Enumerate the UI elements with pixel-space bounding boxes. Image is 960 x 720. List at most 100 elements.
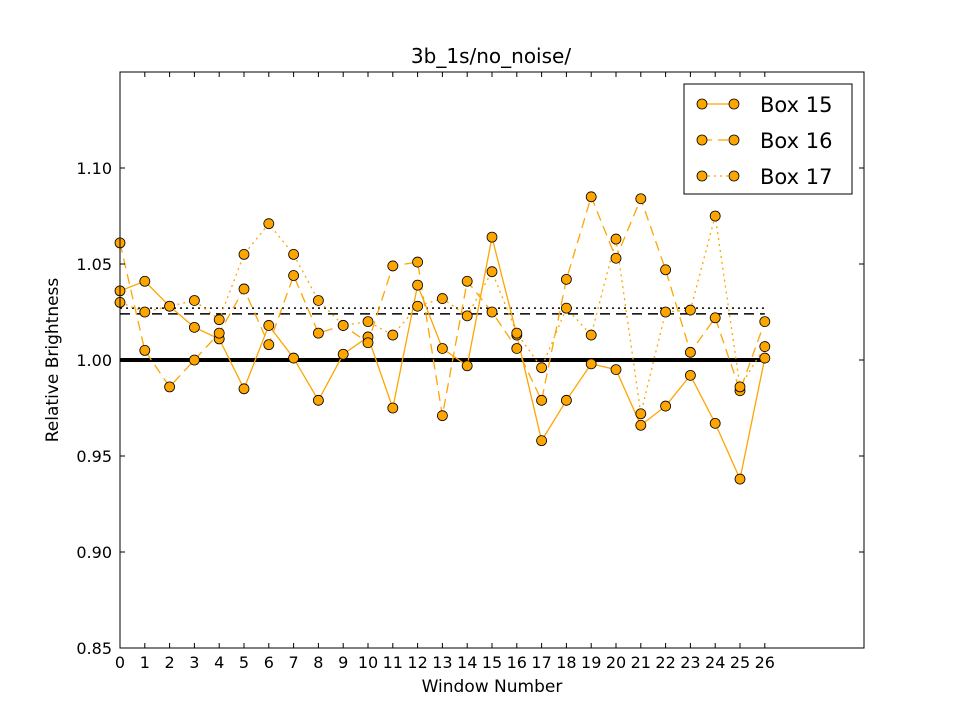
legend-marker [728,98,740,110]
data-point [362,337,374,349]
y-axis-label: Relative Brightness [43,278,63,443]
data-point [536,394,547,406]
x-tick-label: 24 [705,653,725,672]
data-point [685,304,696,316]
data-point [387,402,399,414]
data-point [337,320,349,331]
x-tick-label: 26 [755,653,775,672]
data-point [709,210,721,222]
data-point [362,316,374,328]
data-point [412,256,424,268]
y-tick-label: 1.05 [76,255,112,274]
data-point [585,329,597,341]
legend-marker [696,98,708,110]
x-tick-label: 5 [239,653,249,672]
x-axis-label: Window Number [422,677,563,697]
y-tick-label: 1.10 [76,159,112,178]
data-point [685,346,696,358]
data-point [660,264,671,276]
data-point [486,266,498,278]
data-point [461,275,473,287]
data-point [436,293,448,304]
data-point [635,419,647,431]
data-point [561,273,572,285]
data-point [213,327,225,339]
data-point [312,327,324,339]
legend-marker [696,134,708,146]
data-point [486,306,498,318]
legend-marker [728,134,740,146]
x-tick-label: 3 [189,653,199,672]
data-point [759,352,771,364]
legend-label: Box 17 [760,165,832,189]
data-point [288,352,300,364]
data-point [164,381,176,393]
data-point [709,417,721,429]
data-point [263,218,275,230]
x-tick-label: 8 [313,653,323,672]
data-point [139,275,151,287]
data-point [188,295,200,306]
data-point [412,300,424,312]
data-point [511,327,523,339]
x-tick-label: 17 [531,653,551,672]
x-axis-ticks: 0 1 2 3 4 5 6 7 8 9 10 11 12 13 14 15 16 17 18 19 20 21 22 23 24… [115,72,775,672]
data-point [759,316,771,328]
data-point [660,306,671,318]
data-point [561,394,572,406]
data-point [312,295,324,306]
data-point [660,400,671,412]
x-tick-label: 11 [383,653,403,672]
y-tick-label: 1.00 [76,351,112,370]
data-point [263,339,275,351]
data-point [139,344,151,356]
data-point [312,394,324,406]
x-tick-label: 9 [338,653,348,672]
x-tick-label: 0 [115,653,125,672]
data-point [734,381,746,393]
data-point [610,233,622,245]
data-point [685,369,696,381]
data-point [188,354,200,366]
legend-marker [728,170,740,182]
data-point [561,302,572,314]
data-point [139,306,151,318]
chart-title: 3b_1s/no_noise/ [411,44,571,68]
x-tick-label: 18 [556,653,576,672]
data-point [461,360,473,372]
data-point [387,329,399,341]
data-point [585,358,597,370]
data-point [585,191,597,203]
x-tick-label: 15 [482,653,502,672]
data-point [238,283,250,295]
data-point [213,314,225,326]
y-tick-label: 0.95 [76,447,112,466]
x-tick-label: 10 [358,653,378,672]
x-tick-label: 20 [606,653,626,672]
x-tick-label: 21 [631,653,651,672]
x-tick-label: 2 [165,653,175,672]
data-point [412,279,424,291]
data-point [635,408,647,420]
y-axis-ticks: 0.85 0.90 0.95 1.00 1.05 1.10 [76,159,864,658]
x-tick-label: 1 [140,653,150,672]
data-point [288,270,300,281]
legend-label: Box 16 [760,129,832,153]
legend-marker [696,170,708,182]
data-point [263,320,275,331]
y-tick-label: 0.90 [76,543,112,562]
x-tick-label: 7 [289,653,299,672]
x-tick-label: 25 [730,653,750,672]
x-tick-label: 12 [407,653,427,672]
data-point [288,248,300,260]
x-tick-label: 16 [507,653,527,672]
y-tick-label: 0.85 [76,639,112,658]
legend-box [683,83,853,195]
data-point [436,410,448,422]
data-point [164,300,176,312]
data-point [610,252,622,264]
series-markers [114,191,771,485]
reference-lines [120,307,765,362]
x-tick-label: 19 [581,653,601,672]
